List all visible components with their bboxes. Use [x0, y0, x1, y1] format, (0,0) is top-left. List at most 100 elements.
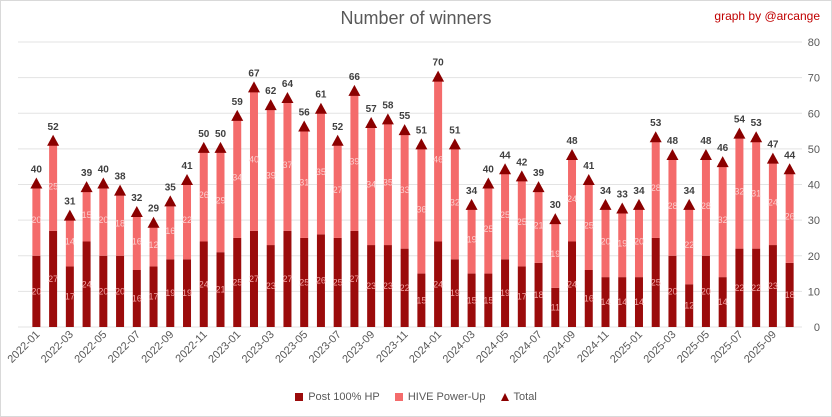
- x-tick-label: 2024-01: [407, 329, 444, 366]
- data-label-powerup: 16: [165, 226, 175, 236]
- x-tick-label: 2024-11: [575, 329, 611, 365]
- bar-powerup: [501, 170, 510, 260]
- data-label-powerup: 20: [634, 237, 644, 247]
- data-label-post: 19: [182, 288, 192, 298]
- total-marker: [331, 134, 344, 146]
- total-marker: [750, 131, 763, 143]
- bar-post: [367, 245, 376, 327]
- bar-post: [383, 245, 392, 327]
- data-label-powerup: 31: [299, 178, 309, 188]
- bar-post: [249, 230, 258, 327]
- legend-label-powerup: HIVE Power-Up: [407, 391, 486, 404]
- data-label-powerup: 32: [718, 215, 728, 225]
- x-tick-label: 2022-03: [39, 329, 76, 366]
- data-label-post: 27: [249, 274, 259, 284]
- y-tick-label: 60: [808, 108, 820, 120]
- data-label-post: 17: [149, 292, 159, 302]
- data-label-total: 52: [48, 122, 60, 133]
- data-label-total: 44: [784, 150, 796, 161]
- bar-powerup: [132, 213, 141, 270]
- data-label-post: 20: [667, 286, 677, 296]
- data-label-post: 27: [48, 274, 58, 284]
- data-label-post: 21: [215, 285, 225, 295]
- legend-item-powerup: HIVE Power-Up: [394, 391, 486, 404]
- bar-powerup: [634, 205, 643, 278]
- total-marker: [63, 209, 76, 221]
- total-marker: [197, 141, 210, 153]
- x-tick-label: 2022-01: [5, 329, 42, 366]
- bar-powerup: [618, 209, 627, 278]
- data-label-total: 41: [583, 161, 595, 172]
- data-label-total: 56: [299, 108, 311, 119]
- bar-post: [183, 259, 192, 327]
- y-tick-label: 0: [814, 322, 820, 334]
- total-marker: [448, 138, 461, 150]
- data-label-total: 51: [416, 125, 428, 136]
- data-label-post: 19: [450, 288, 460, 298]
- bar-powerup: [551, 220, 560, 288]
- data-label-total: 34: [600, 186, 612, 197]
- bar-post: [166, 259, 175, 327]
- data-label-total: 40: [483, 165, 495, 176]
- data-label-powerup: 24: [567, 194, 577, 204]
- bar-post: [718, 277, 727, 327]
- bar-powerup: [32, 184, 41, 256]
- bar-powerup: [65, 216, 74, 267]
- y-tick-label: 70: [808, 73, 820, 85]
- data-label-powerup: 25: [584, 220, 594, 230]
- data-label-post: 14: [600, 297, 610, 307]
- total-marker: [415, 138, 428, 150]
- data-label-post: 24: [82, 279, 92, 289]
- data-label-powerup: 39: [349, 156, 359, 166]
- total-marker: [298, 120, 311, 132]
- bar-post: [534, 262, 543, 327]
- x-tick-label: 2023-01: [206, 329, 243, 366]
- data-label-post: 18: [534, 290, 544, 300]
- bar-powerup: [266, 106, 275, 246]
- bar-post: [601, 277, 610, 327]
- data-label-powerup: 20: [600, 237, 610, 247]
- data-label-total: 61: [315, 90, 327, 101]
- bar-post: [685, 284, 694, 327]
- bar-post: [668, 255, 677, 327]
- data-label-powerup: 39: [266, 171, 276, 181]
- data-label-post: 14: [634, 297, 644, 307]
- legend-label-total: Total: [513, 391, 537, 404]
- bar-post: [752, 248, 761, 327]
- data-label-post: 24: [433, 279, 443, 289]
- data-label-total: 30: [550, 200, 562, 211]
- data-label-powerup: 25: [48, 181, 58, 191]
- data-label-powerup: 33: [400, 185, 410, 195]
- data-label-post: 12: [684, 301, 694, 311]
- bar-post: [634, 277, 643, 327]
- data-label-post: 15: [467, 295, 477, 305]
- bar-post: [400, 248, 409, 327]
- y-axis: 0 10 20 30 40 50 60 70 80: [808, 37, 820, 334]
- bar-powerup: [735, 134, 744, 249]
- bar-powerup: [116, 191, 125, 256]
- bar-post: [735, 248, 744, 327]
- data-label-powerup: 19: [617, 238, 627, 248]
- total-marker: [766, 152, 779, 164]
- data-label-total: 31: [64, 197, 76, 208]
- total-marker: [114, 184, 127, 196]
- data-label-powerup: 25: [500, 210, 510, 220]
- total-marker: [247, 81, 260, 93]
- data-label-powerup: 40: [249, 155, 259, 165]
- data-label-total: 46: [717, 143, 729, 154]
- bar-post: [701, 255, 710, 327]
- data-label-total: 53: [751, 118, 763, 129]
- total-marker: [549, 213, 562, 225]
- legend-item-total: Total: [500, 391, 537, 404]
- bar-post: [350, 230, 359, 327]
- bar-powerup: [685, 205, 694, 285]
- data-label-total: 57: [366, 104, 378, 115]
- bar-powerup: [484, 184, 493, 274]
- bar-post: [434, 241, 443, 327]
- data-label-total: 64: [282, 79, 294, 90]
- data-label-total: 33: [617, 189, 629, 200]
- total-marker: [231, 109, 244, 121]
- bar-post: [501, 259, 510, 327]
- y-tick-label: 80: [808, 37, 820, 49]
- total-marker: [147, 216, 160, 228]
